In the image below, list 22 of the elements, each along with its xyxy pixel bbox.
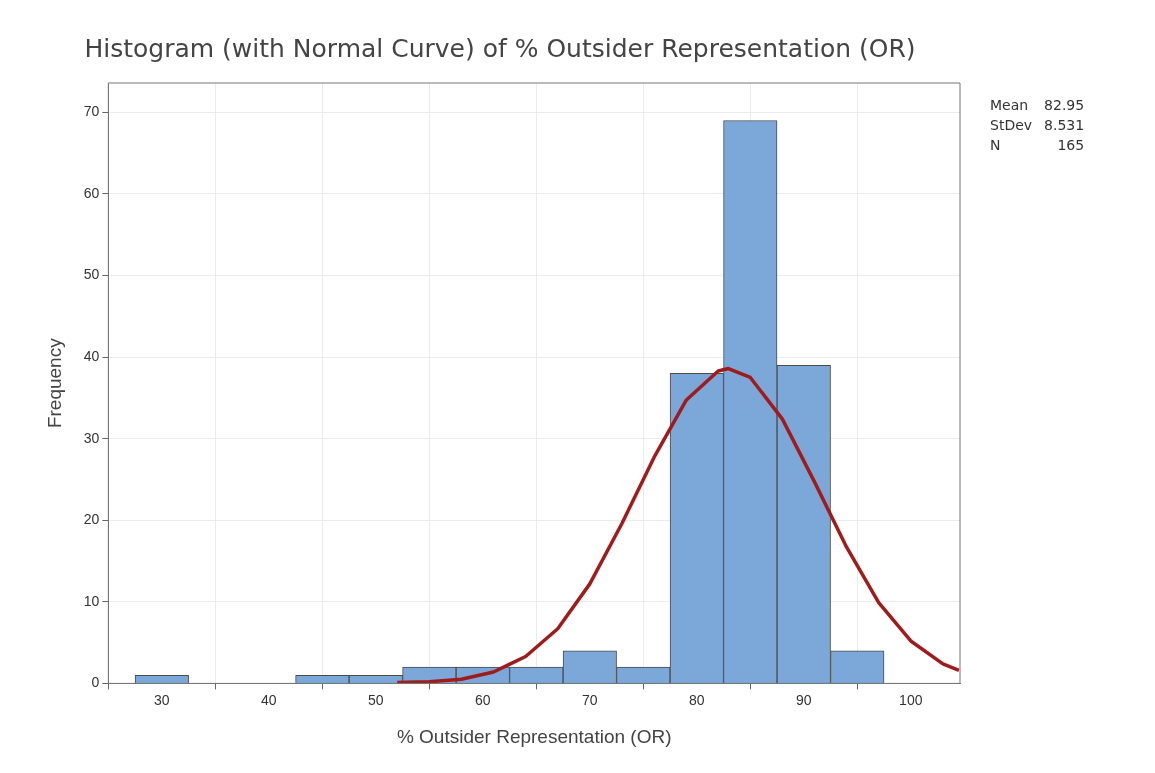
x-tick-label: 90 — [796, 691, 812, 708]
chart-title: Histogram (with Normal Curve) of % Outsider Representation (OR) — [84, 33, 916, 63]
x-tick-label: 100 — [899, 691, 923, 708]
y-tick-label: 60 — [83, 184, 100, 201]
text: N 165 — [990, 137, 1085, 153]
y-tick-label: 0 — [91, 674, 100, 691]
text: StDev 8.531 — [990, 116, 1085, 135]
y-axis-title: Frequency — [43, 337, 65, 429]
x-tick-label: 50 — [368, 691, 384, 708]
y-tick-label: 10 — [83, 592, 100, 609]
x-tick-label: 70 — [582, 691, 598, 708]
y-tick-label: 30 — [83, 429, 100, 446]
x-tick-label: 60 — [475, 691, 491, 708]
text: Mean 82.95 — [990, 96, 1085, 115]
y-tick-label: 40 — [83, 347, 100, 364]
y-tick-label: 20 — [83, 511, 100, 528]
x-tick-label: 40 — [261, 691, 277, 708]
x-axis-title: % Outsider Representation (OR) — [396, 725, 672, 747]
x-tick-label: 30 — [154, 691, 170, 708]
x-tick-label: 80 — [689, 691, 705, 708]
y-tick-label: 70 — [83, 103, 100, 120]
y-tick-label: 50 — [83, 266, 100, 283]
